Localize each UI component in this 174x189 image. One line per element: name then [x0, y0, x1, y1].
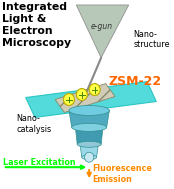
Text: Laser Excitation: Laser Excitation: [3, 158, 75, 167]
Circle shape: [89, 84, 100, 95]
Ellipse shape: [69, 105, 109, 115]
Circle shape: [64, 94, 74, 105]
Ellipse shape: [72, 123, 107, 131]
Polygon shape: [75, 127, 103, 144]
Text: Nano-
structure: Nano- structure: [133, 30, 170, 49]
Polygon shape: [80, 144, 98, 157]
Polygon shape: [26, 82, 156, 117]
Text: Nano-
catalysis: Nano- catalysis: [17, 115, 52, 134]
Circle shape: [76, 89, 87, 101]
Text: Integrated
Light &
Electron
Microscopy: Integrated Light & Electron Microscopy: [2, 2, 71, 48]
Ellipse shape: [82, 155, 97, 160]
Polygon shape: [76, 5, 129, 58]
Polygon shape: [69, 110, 109, 127]
Text: ZSM-22: ZSM-22: [108, 75, 162, 88]
Ellipse shape: [77, 141, 101, 147]
Circle shape: [85, 152, 94, 162]
Polygon shape: [55, 84, 115, 112]
Text: Fluorescence
Emission: Fluorescence Emission: [92, 164, 152, 184]
Text: e-gun: e-gun: [91, 22, 113, 31]
